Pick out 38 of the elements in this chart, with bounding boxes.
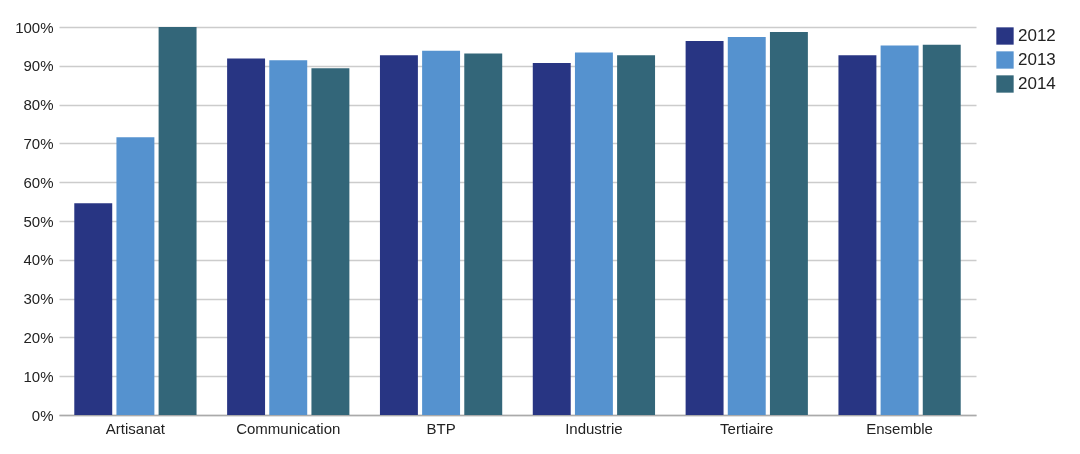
bar <box>769 32 808 415</box>
bar <box>617 55 656 415</box>
legend-label: 2013 <box>1018 50 1056 69</box>
y-tick-label: 90% <box>23 57 54 75</box>
x-tick-label: Artisanat <box>105 419 166 437</box>
y-tick-label: 100% <box>15 18 54 36</box>
legend-label: 2014 <box>1018 74 1056 93</box>
y-tick-label: 40% <box>23 251 54 269</box>
y-tick-label: 0% <box>31 406 54 424</box>
x-tick-label: BTP <box>426 419 456 437</box>
bar <box>922 44 961 415</box>
bar <box>838 55 877 415</box>
bar <box>379 55 418 415</box>
bar <box>464 53 503 415</box>
y-tick-label: 30% <box>23 290 54 308</box>
bar <box>158 27 197 415</box>
bar <box>74 203 113 415</box>
bar <box>311 68 350 415</box>
y-tick-label: 50% <box>23 212 54 230</box>
bar <box>422 50 461 415</box>
y-tick-label: 10% <box>23 367 54 385</box>
bar <box>574 52 613 415</box>
bar <box>532 63 571 415</box>
bar <box>727 37 766 415</box>
bar <box>880 45 919 415</box>
bar <box>269 60 308 415</box>
x-tick-label: Industrie <box>565 419 623 437</box>
legend-label: 2012 <box>1018 26 1056 45</box>
bar <box>116 137 155 415</box>
y-tick-label: 60% <box>23 173 54 191</box>
x-tick-label: Communication <box>236 419 341 437</box>
bar <box>685 40 724 415</box>
bar <box>227 58 266 415</box>
y-tick-label: 20% <box>23 328 54 346</box>
x-tick-label: Ensemble <box>866 419 933 437</box>
y-tick-label: 70% <box>23 134 54 152</box>
x-tick-label: Tertiaire <box>720 419 774 437</box>
y-tick-label: 80% <box>23 96 54 114</box>
